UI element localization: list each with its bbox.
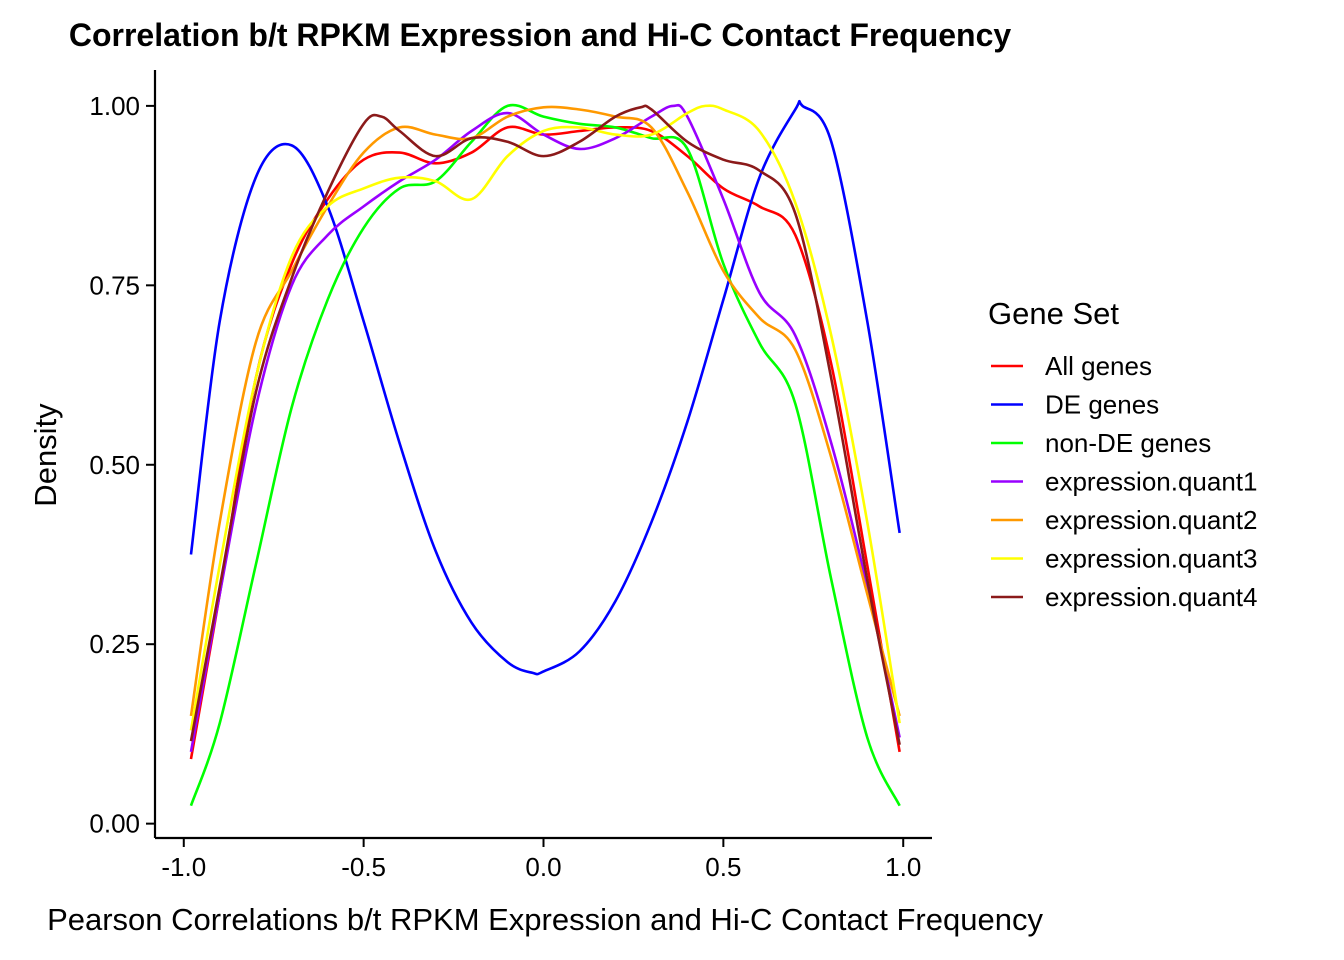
legend-label-expression-quant2: expression.quant2	[1045, 505, 1257, 535]
series-line-expression-quant3	[189, 104, 901, 731]
series-line-expression-quant2	[189, 105, 901, 717]
x-tick-label: 0.5	[705, 852, 741, 882]
y-tick-label: 0.75	[89, 270, 140, 300]
x-tick-label: 0.0	[525, 852, 561, 882]
y-tick-label: 0.00	[89, 809, 140, 839]
y-axis-title: Density	[28, 403, 63, 507]
y-tick-label: 0.50	[89, 450, 140, 480]
plot-area	[189, 99, 901, 807]
x-tick-label: -1.0	[161, 852, 206, 882]
chart-title: Correlation b/t RPKM Expression and Hi-C…	[69, 17, 1012, 53]
legend-label-all-genes: All genes	[1045, 351, 1152, 381]
series-line-de-genes	[189, 99, 901, 676]
y-tick-label: 1.00	[89, 91, 140, 121]
series-line-expression-quant1	[189, 103, 901, 753]
x-tick-label: -0.5	[341, 852, 386, 882]
legend-label-expression-quant1: expression.quant1	[1045, 467, 1257, 497]
legend: Gene Set All genes DE genes non-DE genes ex…	[988, 296, 1257, 612]
y-axis: 0.00 0.25 0.50 0.75 1.00	[89, 70, 157, 839]
series-line-non-de-genes	[189, 103, 901, 807]
x-axis: -1.0 -0.5 0.0 0.5 1.0	[155, 836, 932, 882]
legend-label-expression-quant4: expression.quant4	[1045, 582, 1257, 612]
legend-label-non-de-genes: non-DE genes	[1045, 428, 1211, 458]
legend-label-expression-quant3: expression.quant3	[1045, 544, 1257, 574]
legend-title: Gene Set	[988, 296, 1119, 331]
x-tick-label: 1.0	[885, 852, 921, 882]
series-line-all-genes	[189, 125, 901, 760]
x-axis-title: Pearson Correlations b/t RPKM Expression…	[47, 902, 1043, 937]
y-tick-label: 0.25	[89, 629, 140, 659]
series-line-expression-quant4	[189, 104, 901, 745]
legend-label-de-genes: DE genes	[1045, 390, 1159, 420]
